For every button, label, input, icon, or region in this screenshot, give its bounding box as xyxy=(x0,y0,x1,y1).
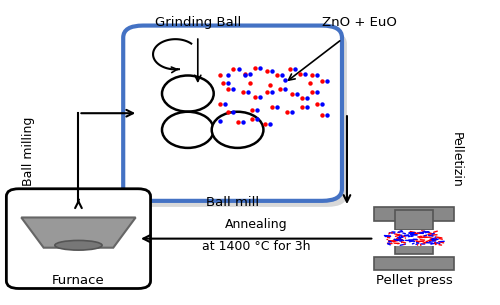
Ellipse shape xyxy=(162,112,214,148)
Text: Furnace: Furnace xyxy=(52,274,105,287)
Text: Grinding Ball: Grinding Ball xyxy=(154,16,241,29)
FancyBboxPatch shape xyxy=(128,32,347,207)
Ellipse shape xyxy=(212,112,264,148)
Text: Pellet press: Pellet press xyxy=(376,274,452,287)
Polygon shape xyxy=(22,217,136,248)
Text: Pelletizin: Pelletizin xyxy=(450,132,463,188)
Bar xyxy=(374,207,454,221)
Text: ZnO + EuO: ZnO + EuO xyxy=(322,16,397,29)
Bar xyxy=(390,230,438,246)
Text: Annealing: Annealing xyxy=(225,218,288,231)
FancyBboxPatch shape xyxy=(6,189,150,289)
Ellipse shape xyxy=(55,240,102,250)
Text: Ball mill: Ball mill xyxy=(206,196,259,209)
Bar xyxy=(396,210,432,230)
Text: at 1400 °C for 3h: at 1400 °C for 3h xyxy=(202,240,310,253)
Bar xyxy=(396,237,432,254)
FancyBboxPatch shape xyxy=(123,26,342,201)
Text: Ball milling: Ball milling xyxy=(22,117,35,186)
Bar xyxy=(374,257,454,270)
Ellipse shape xyxy=(162,76,214,112)
